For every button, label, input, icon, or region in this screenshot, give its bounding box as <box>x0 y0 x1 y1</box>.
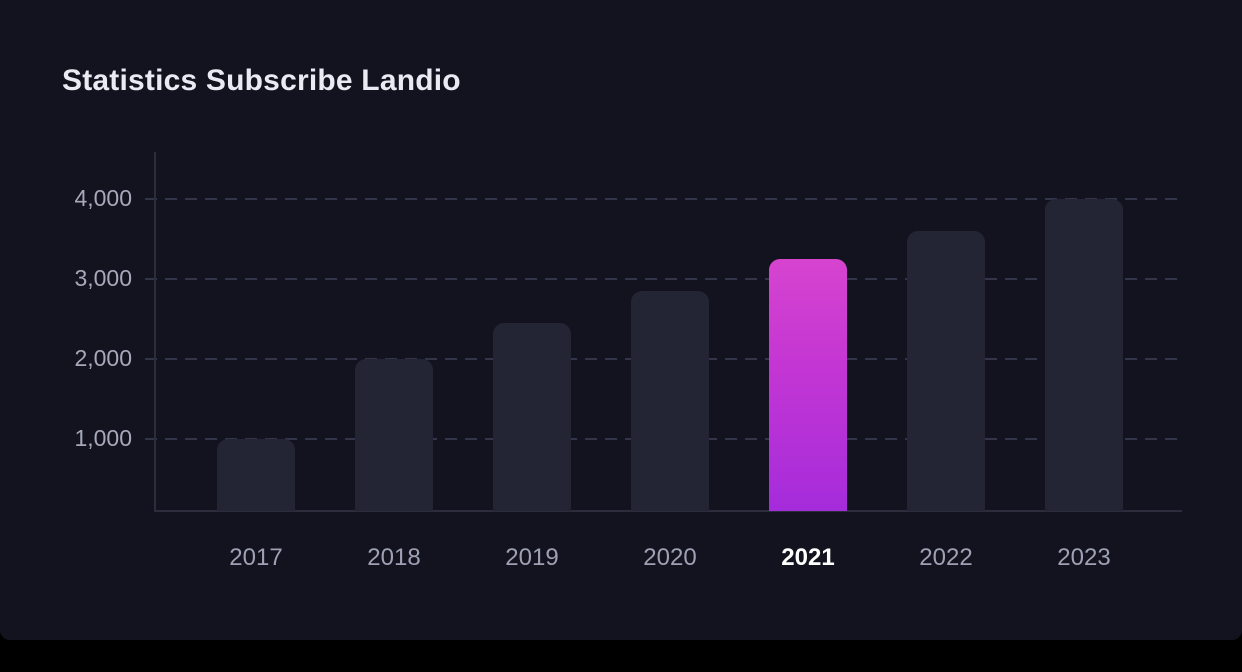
x-label-2017: 2017 <box>229 544 283 571</box>
bar-2019[interactable] <box>493 323 571 511</box>
x-axis-line <box>154 510 1182 512</box>
bar-2021[interactable] <box>769 259 847 511</box>
x-label-2020: 2020 <box>643 544 697 571</box>
y-tick-label-2000: 2,000 <box>74 345 132 371</box>
bar-2023[interactable] <box>1045 199 1123 511</box>
y-axis-line <box>154 152 156 512</box>
x-label-2018: 2018 <box>367 544 421 571</box>
chart-card: Statistics Subscribe Landio 4,000 3,000 2,… <box>0 0 1242 640</box>
chart-title: Statistics Subscribe Landio <box>62 64 461 97</box>
gridline-4000 <box>145 198 1182 200</box>
gridline-3000 <box>145 278 1182 280</box>
y-tick-label-4000: 4,000 <box>74 185 132 211</box>
bar-2017[interactable] <box>217 439 295 511</box>
bar-2020[interactable] <box>631 291 709 511</box>
y-tick-label-3000: 3,000 <box>74 265 132 291</box>
x-label-2021: 2021 <box>781 544 835 571</box>
plot-area: 4,000 3,000 2,000 1,000 2017 2018 2019 2020 2021… <box>74 152 1182 571</box>
x-label-2022: 2022 <box>919 544 973 571</box>
y-tick-label-1000: 1,000 <box>74 425 132 451</box>
bar-2018[interactable] <box>355 359 433 511</box>
x-label-2023: 2023 <box>1057 544 1111 571</box>
x-label-2019: 2019 <box>505 544 559 571</box>
bar-2022[interactable] <box>907 231 985 511</box>
